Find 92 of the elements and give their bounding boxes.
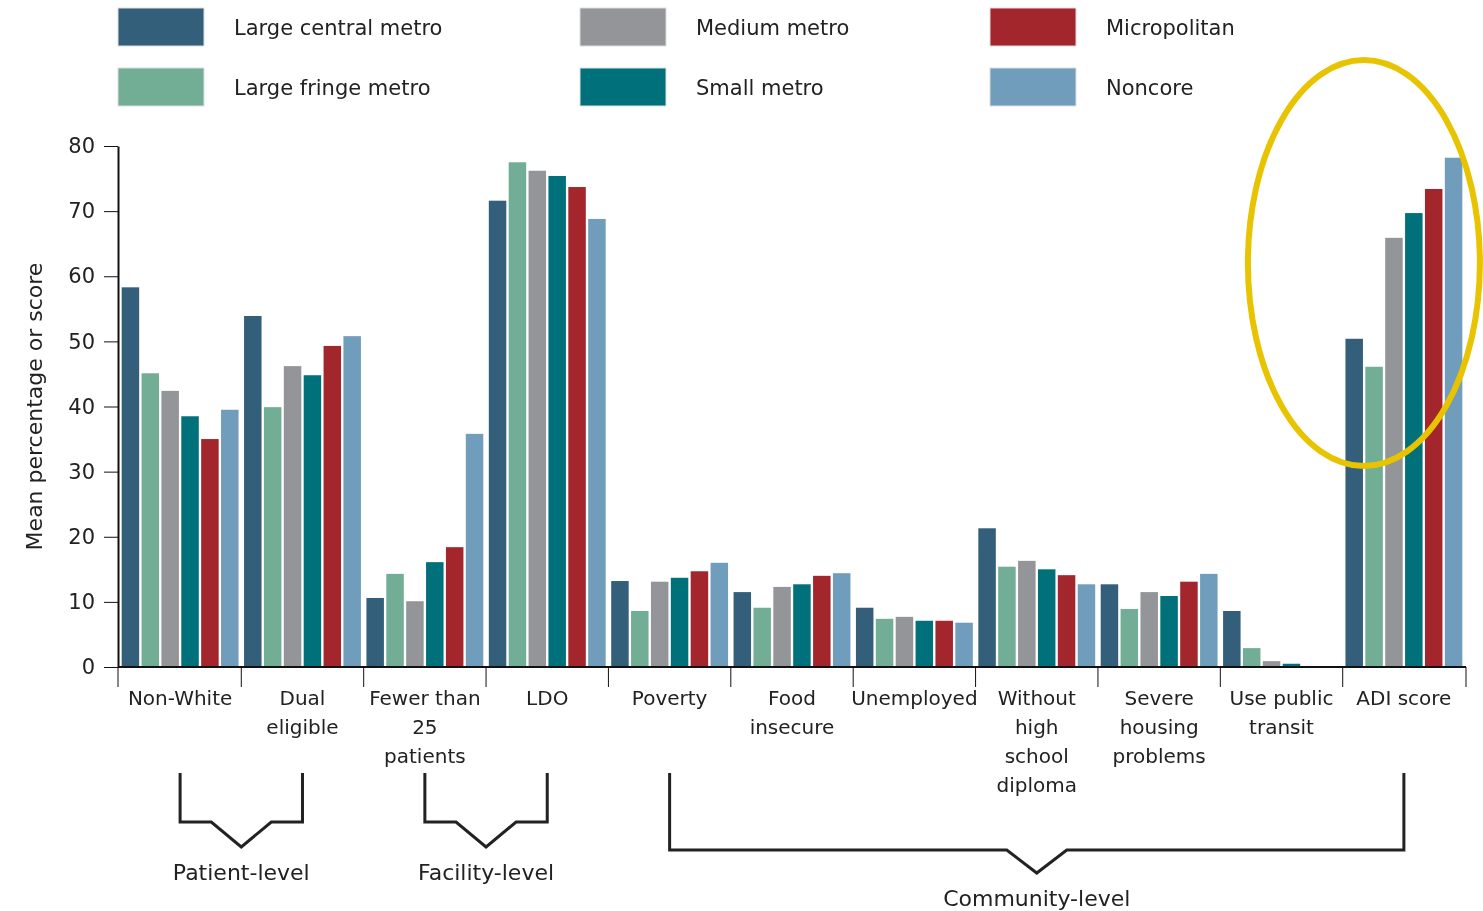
bar — [1444, 157, 1463, 667]
x-tick-label: Food insecure — [749, 686, 835, 739]
bar — [303, 375, 322, 667]
bar — [1120, 609, 1139, 667]
bar — [548, 175, 566, 667]
legend-label: Micropolitan — [1106, 16, 1235, 40]
bar — [1018, 560, 1036, 667]
y-tick-label: 60 — [68, 264, 95, 289]
bar — [1424, 188, 1443, 667]
x-tick-label: Non-White — [127, 686, 233, 710]
legend-label: Medium metro — [696, 16, 850, 40]
bar — [631, 610, 649, 667]
bar — [978, 528, 996, 667]
bar — [588, 218, 606, 667]
bar — [670, 577, 689, 667]
x-tick-label: Use public transit — [1229, 686, 1334, 739]
y-tick-label: 50 — [68, 329, 95, 354]
bar — [201, 439, 219, 667]
bar — [1405, 213, 1423, 667]
bar — [998, 566, 1016, 667]
bar — [568, 187, 586, 667]
bar — [1180, 581, 1198, 667]
bar — [1385, 237, 1403, 667]
bar — [1242, 648, 1261, 667]
bar — [915, 620, 934, 667]
bar — [323, 345, 342, 667]
x-tick-label: Without high school diploma — [996, 686, 1077, 797]
y-tick-label: 30 — [68, 459, 95, 484]
bar — [465, 433, 484, 667]
y-tick-label: 20 — [68, 524, 95, 549]
bar — [1140, 592, 1158, 667]
bar — [508, 162, 527, 667]
legend-label: Small metro — [696, 76, 824, 100]
legend-label: Large central metro — [234, 16, 443, 40]
bar — [406, 601, 424, 667]
bar — [733, 592, 752, 667]
bar — [650, 581, 669, 667]
bar — [1077, 584, 1096, 667]
bar — [141, 373, 160, 667]
y-tick-label: 80 — [68, 134, 95, 159]
bar — [263, 407, 282, 667]
y-axis-title: Mean percentage or score — [22, 262, 47, 551]
bar — [283, 366, 302, 667]
bar — [445, 547, 464, 667]
y-tick-label: 10 — [68, 590, 95, 615]
bar — [221, 409, 239, 667]
bar — [611, 581, 629, 667]
bar — [1057, 575, 1076, 667]
bar — [528, 170, 547, 667]
bar — [935, 620, 953, 667]
bar — [426, 562, 444, 667]
y-tick-label: 70 — [68, 199, 95, 224]
bar — [1200, 573, 1218, 667]
bar — [793, 584, 811, 667]
bar — [813, 575, 831, 667]
y-tick-label: 0 — [81, 655, 95, 680]
bar — [386, 573, 404, 667]
bar — [488, 200, 507, 667]
y-tick-label: 40 — [68, 394, 95, 419]
text: Community-level — [943, 886, 1131, 911]
x-tick-label: Dual eligible — [266, 686, 339, 739]
x-tick-label: LDO — [526, 686, 569, 710]
bar — [855, 607, 874, 667]
bar — [1160, 596, 1178, 667]
x-tick-label: Poverty — [631, 686, 708, 710]
bar — [955, 622, 973, 667]
x-tick-label: Severe housing problems — [1112, 686, 1206, 768]
bar — [832, 573, 851, 667]
bar — [1223, 610, 1241, 667]
bar — [366, 597, 384, 667]
bar — [1345, 338, 1363, 667]
bar — [343, 336, 361, 667]
legend-label: Large fringe metro — [234, 76, 431, 100]
bar — [1037, 569, 1056, 667]
bar — [753, 607, 771, 667]
bar — [1365, 366, 1383, 667]
x-tick-label: ADI score — [1356, 686, 1452, 710]
bar — [181, 416, 199, 667]
text: Patient-level — [172, 860, 310, 885]
text: Facility-level — [418, 860, 555, 885]
bar — [121, 287, 140, 667]
bar — [875, 618, 894, 667]
bar — [1100, 584, 1119, 667]
bar — [773, 586, 791, 667]
bar — [710, 562, 729, 667]
legend-label: Noncore — [1106, 76, 1194, 100]
bar — [161, 390, 179, 667]
x-tick-label: Fewer than 25 patients — [369, 686, 481, 768]
bar — [244, 315, 262, 667]
x-tick-label: Unemployed — [851, 686, 978, 710]
bar — [895, 616, 914, 667]
bar — [690, 571, 709, 667]
